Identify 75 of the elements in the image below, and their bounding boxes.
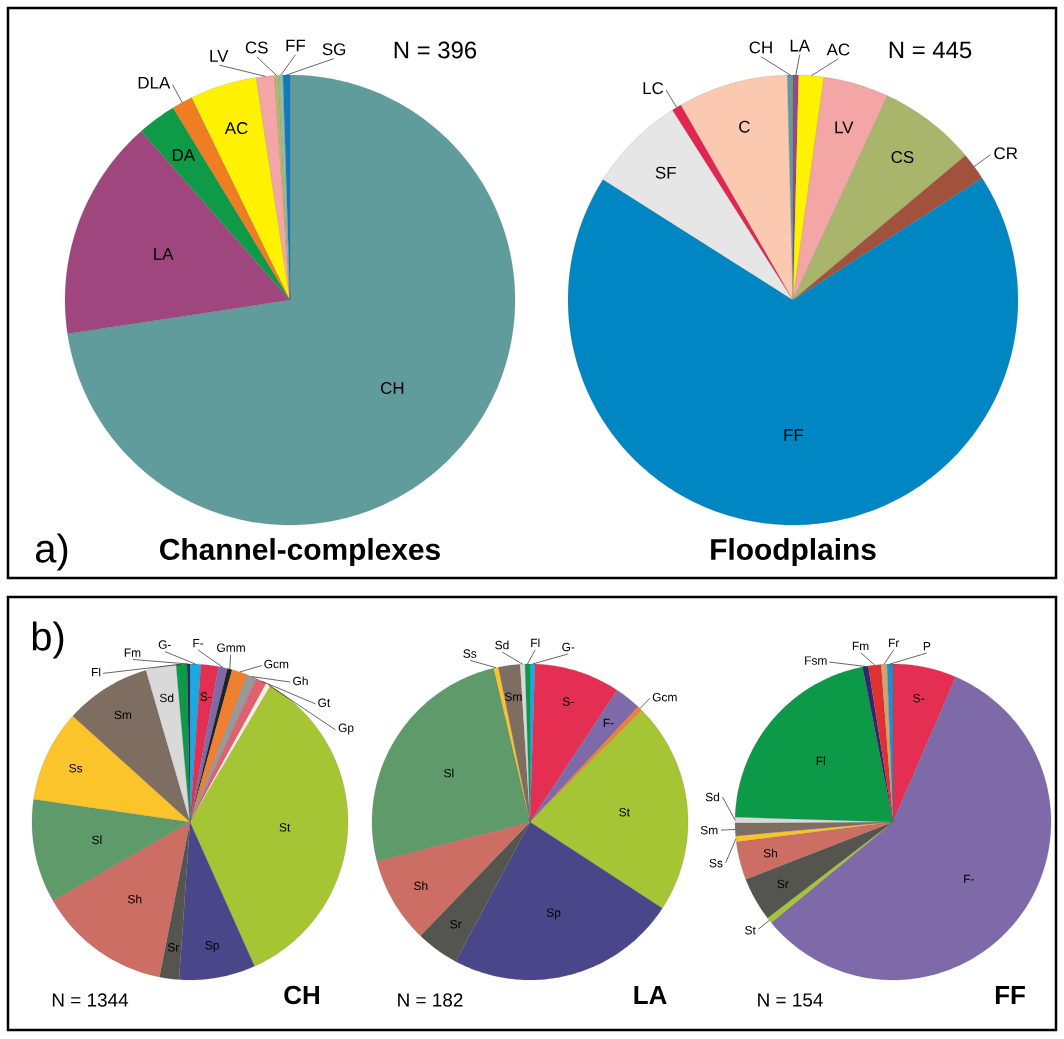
slice-label: S-	[913, 693, 925, 703]
text: Channel-complexes	[160, 538, 440, 566]
slice-label: AC	[826, 43, 850, 56]
slice-label: Fsm	[805, 656, 827, 665]
slice-label: Fm	[124, 648, 141, 657]
slice-label: S-	[200, 692, 212, 701]
slice-label: DA	[172, 149, 196, 161]
slice-label: Sm	[114, 710, 132, 720]
slice-label: G-	[562, 642, 575, 652]
text: FF	[995, 986, 1025, 1004]
slice-label: LC	[643, 82, 664, 95]
slice-label: St	[619, 807, 630, 817]
slice-label: Ss	[709, 858, 723, 868]
slice-label: G-	[158, 640, 171, 649]
slice-label: Sm	[700, 825, 718, 835]
text: LA	[634, 986, 667, 1004]
slice-label: SG	[322, 43, 346, 56]
slice-label: CH	[381, 381, 404, 394]
slice-label: Sd	[495, 640, 509, 650]
text: Floodplains	[711, 538, 876, 566]
slice-label: Fm	[852, 641, 869, 651]
slice-label: Gcm	[652, 692, 677, 702]
slice-label: Sd	[705, 792, 720, 802]
text: N = 1344	[52, 993, 129, 1007]
slice-label: St	[745, 926, 756, 935]
slice-label: DLA	[138, 76, 171, 89]
slice-label: Fl	[92, 667, 101, 677]
slice-label: Sl	[444, 768, 454, 778]
slice-label: Fl	[816, 756, 825, 765]
text: CH	[284, 985, 319, 1005]
slice-label: LA	[790, 39, 811, 52]
slice-label: Sr	[450, 920, 462, 929]
slice-label: Sh	[763, 848, 778, 858]
slice-label: Sh	[414, 881, 428, 891]
text: N = 182	[398, 993, 463, 1007]
slice-label: Gh	[293, 676, 308, 686]
slice-label: Gt	[318, 698, 331, 707]
slice-label: Sp	[205, 941, 219, 952]
slice-label: CR	[994, 147, 1018, 160]
slice-label: Sr	[167, 943, 180, 952]
slice-label: CH	[749, 41, 772, 54]
slice-label: Ss	[69, 763, 83, 773]
slice-label: CS	[891, 151, 914, 164]
text: N = 445	[889, 41, 972, 59]
slice-label: Gp	[338, 723, 354, 735]
slice-label: Gmm	[217, 643, 245, 652]
slice-label: CS	[245, 41, 268, 54]
slice-label: Sp	[546, 908, 561, 920]
slice-label: SF	[655, 166, 676, 179]
text: a)	[35, 533, 68, 571]
slice-label: LV	[835, 121, 854, 134]
slice-label: FF	[286, 39, 306, 52]
slice-label: St	[279, 823, 291, 832]
slice-label: FF	[784, 429, 804, 441]
slice-label: Gcm	[264, 659, 289, 669]
slice-label: P	[923, 642, 931, 651]
text: N = 396	[394, 41, 477, 59]
slice-label: C	[739, 120, 750, 133]
text: N = 154	[758, 993, 823, 1007]
slice-label: Sl	[92, 835, 102, 845]
slice-label: S-	[562, 697, 574, 706]
slice-label: Sh	[128, 894, 142, 904]
slice-label: F-	[603, 718, 614, 727]
slice-label: F-	[964, 874, 974, 884]
slice-label: Fl	[531, 638, 540, 648]
slice-label: LV	[210, 50, 229, 62]
slice-label: F-	[193, 638, 204, 648]
slice-label: AC	[224, 122, 248, 135]
slice-label: Sr	[777, 879, 789, 889]
slice-label: Sd	[159, 693, 174, 703]
text: b)	[32, 621, 64, 659]
slice-label: LA	[154, 248, 174, 260]
slice-label: Fr	[889, 638, 900, 647]
slice-label: Ss	[463, 649, 477, 658]
slice-label: Sm	[504, 692, 522, 701]
